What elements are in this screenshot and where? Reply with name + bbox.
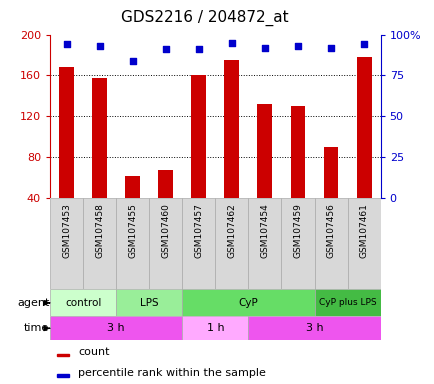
Text: GSM107462: GSM107462 bbox=[227, 203, 236, 258]
Text: LPS: LPS bbox=[140, 298, 158, 308]
Point bbox=[195, 46, 202, 52]
Text: GSM107454: GSM107454 bbox=[260, 203, 269, 258]
Bar bbox=[314, 198, 347, 289]
Bar bbox=[281, 198, 314, 289]
Bar bbox=[182, 289, 314, 316]
Bar bbox=[158, 170, 173, 198]
Text: GSM107457: GSM107457 bbox=[194, 203, 203, 258]
Text: GSM107453: GSM107453 bbox=[62, 203, 71, 258]
Text: CyP plus LPS: CyP plus LPS bbox=[318, 298, 375, 307]
Bar bbox=[314, 289, 380, 316]
Bar bbox=[59, 67, 74, 198]
Bar bbox=[224, 60, 239, 198]
Bar bbox=[215, 198, 248, 289]
Point bbox=[261, 45, 268, 51]
Text: GSM107461: GSM107461 bbox=[359, 203, 368, 258]
Point bbox=[129, 58, 136, 64]
Text: percentile rank within the sample: percentile rank within the sample bbox=[78, 367, 265, 377]
Point bbox=[294, 43, 301, 49]
Bar bbox=[50, 289, 116, 316]
Bar bbox=[347, 198, 380, 289]
Bar bbox=[182, 198, 215, 289]
Bar bbox=[182, 316, 248, 340]
Bar bbox=[116, 289, 182, 316]
Bar bbox=[257, 104, 272, 198]
Text: GSM107456: GSM107456 bbox=[326, 203, 335, 258]
Bar bbox=[356, 57, 371, 198]
Text: time: time bbox=[24, 323, 49, 333]
Bar bbox=[248, 198, 281, 289]
Text: GDS2216 / 204872_at: GDS2216 / 204872_at bbox=[120, 10, 288, 26]
Bar bbox=[56, 354, 69, 356]
Text: control: control bbox=[65, 298, 101, 308]
Bar bbox=[290, 106, 305, 198]
Bar bbox=[50, 316, 182, 340]
Bar bbox=[50, 198, 83, 289]
Bar bbox=[56, 374, 69, 377]
Text: GSM107459: GSM107459 bbox=[293, 203, 302, 258]
Text: 3 h: 3 h bbox=[305, 323, 322, 333]
Bar bbox=[83, 198, 116, 289]
Bar bbox=[248, 316, 380, 340]
Text: agent: agent bbox=[17, 298, 49, 308]
Text: CyP: CyP bbox=[238, 298, 258, 308]
Bar bbox=[116, 198, 149, 289]
Point bbox=[360, 41, 367, 48]
Bar bbox=[125, 176, 140, 198]
Point bbox=[63, 41, 70, 48]
Text: count: count bbox=[78, 347, 109, 357]
Bar bbox=[92, 78, 107, 198]
Bar bbox=[191, 76, 206, 198]
Text: GSM107455: GSM107455 bbox=[128, 203, 137, 258]
Point bbox=[228, 40, 235, 46]
Point bbox=[327, 45, 334, 51]
Point bbox=[162, 46, 169, 52]
Text: 1 h: 1 h bbox=[206, 323, 224, 333]
Bar bbox=[149, 198, 182, 289]
Point bbox=[96, 43, 103, 49]
Text: 3 h: 3 h bbox=[107, 323, 125, 333]
Text: GSM107460: GSM107460 bbox=[161, 203, 170, 258]
Text: GSM107458: GSM107458 bbox=[95, 203, 104, 258]
Bar bbox=[323, 147, 338, 198]
